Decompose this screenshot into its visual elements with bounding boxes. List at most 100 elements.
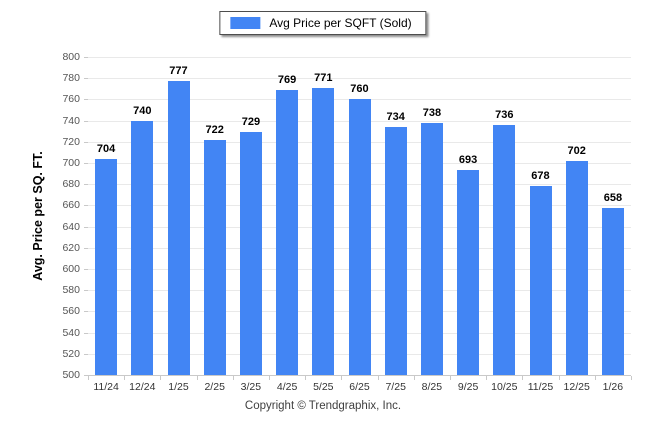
y-tick-label: 560 <box>62 305 80 318</box>
x-tick-label: 2/25 <box>204 381 225 393</box>
bar <box>239 132 262 375</box>
y-tick-label: 780 <box>62 72 80 85</box>
bar <box>348 99 371 375</box>
y-axis-tick-mark <box>84 57 88 58</box>
x-axis-tick-mark <box>305 376 307 380</box>
y-axis-title: Avg. Price per SQ. FT. <box>31 151 45 281</box>
x-axis-tick-mark <box>160 376 162 380</box>
bar <box>203 139 226 375</box>
bar-value-label: 760 <box>350 83 369 96</box>
bar-value-label: 658 <box>603 191 623 204</box>
bar-value-label: 769 <box>277 73 297 86</box>
y-axis-tick-mark <box>84 163 88 164</box>
x-axis-tick-mark <box>196 376 198 380</box>
y-axis-tick-mark <box>84 226 88 228</box>
x-axis-tick-mark <box>413 376 415 380</box>
x-tick-label: 10/25 <box>491 381 518 393</box>
y-tick-label: 520 <box>62 347 80 360</box>
y-tick-label: 800 <box>62 51 80 63</box>
x-axis-tick-mark <box>269 376 270 380</box>
legend-swatch <box>230 17 261 29</box>
x-axis-tick-mark <box>486 376 488 380</box>
x-axis-tick-mark <box>377 376 379 380</box>
y-axis-tick-mark <box>84 311 88 313</box>
y-axis-tick-mark <box>84 247 88 249</box>
bar-value-label: 678 <box>531 170 550 183</box>
x-axis-tick-mark <box>88 376 89 380</box>
x-tick-label: 3/25 <box>240 381 262 393</box>
bar <box>601 207 624 375</box>
y-tick-label: 720 <box>62 135 80 148</box>
bar <box>95 158 118 375</box>
bar <box>457 170 480 375</box>
bar <box>276 89 299 375</box>
bar-value-label: 738 <box>422 106 442 119</box>
y-axis-tick-mark <box>84 353 88 355</box>
y-tick-label: 660 <box>62 199 80 212</box>
x-tick-label: 8/25 <box>421 381 443 393</box>
x-axis-tick-mark <box>341 376 343 380</box>
bar-value-label: 704 <box>96 142 116 155</box>
y-axis-tick-mark <box>84 332 88 334</box>
bar <box>384 126 407 375</box>
x-axis-tick-mark <box>631 376 632 380</box>
x-tick-label: 1/25 <box>168 381 189 393</box>
y-tick-label: 740 <box>62 114 80 127</box>
x-axis-tick-mark <box>450 376 451 380</box>
x-axis-tick-mark <box>232 376 234 380</box>
bar <box>493 124 516 375</box>
x-tick-label: 1/26 <box>602 381 624 393</box>
legend: Avg Price per SQFT (Sold) <box>219 11 427 35</box>
bar-value-label: 734 <box>386 110 405 123</box>
bar-value-label: 736 <box>495 108 514 121</box>
bar-value-label: 771 <box>314 71 333 84</box>
x-tick-label: 5/25 <box>313 381 334 393</box>
y-tick-label: 600 <box>62 263 80 275</box>
y-tick-label: 500 <box>62 369 80 381</box>
y-axis-tick-mark <box>84 205 88 207</box>
x-axis-tick-mark <box>594 376 596 380</box>
y-tick-label: 680 <box>62 178 80 191</box>
y-tick-label: 540 <box>62 326 80 339</box>
bar <box>565 160 588 375</box>
y-tick-label: 700 <box>62 157 80 169</box>
bar <box>312 87 335 375</box>
y-axis-tick-mark <box>84 141 88 143</box>
bar <box>529 186 552 375</box>
y-axis-tick-mark <box>84 375 88 376</box>
bar-value-label: 702 <box>567 144 586 157</box>
bar-value-label: 722 <box>205 123 224 136</box>
y-axis-tick-mark <box>84 184 88 186</box>
plot-area: 704 740 777 722 729 769 771 760 734 738 693 736 678 7… <box>88 57 631 376</box>
gridline <box>88 78 631 80</box>
y-axis-tick-mark <box>84 120 88 122</box>
copyright-text: Copyright © Trendgraphix, Inc. <box>244 400 402 412</box>
x-tick-label: 12/24 <box>129 381 156 393</box>
bar-value-label: 693 <box>458 154 478 167</box>
y-tick-label: 620 <box>62 241 80 254</box>
x-tick-label: 12/25 <box>563 381 590 393</box>
x-axis-tick-mark <box>124 376 126 380</box>
bar <box>420 122 443 375</box>
x-tick-label: 9/25 <box>457 381 479 393</box>
y-axis-tick-mark <box>84 290 88 292</box>
y-tick-label: 580 <box>62 284 80 297</box>
x-tick-label: 11/24 <box>93 381 119 393</box>
bar-value-label: 740 <box>133 104 152 117</box>
bar-value-label: 777 <box>169 65 188 78</box>
x-tick-label: 7/25 <box>385 381 406 393</box>
legend-label: Avg Price per SQFT (Sold) <box>269 16 412 30</box>
y-tick-label: 760 <box>62 93 80 106</box>
bar-value-label: 729 <box>241 116 261 129</box>
gridline <box>88 57 631 58</box>
x-tick-label: 4/25 <box>276 381 298 393</box>
bar <box>167 81 190 375</box>
x-axis-tick-mark <box>558 376 560 380</box>
x-axis-tick-mark <box>522 376 524 380</box>
y-axis-tick-mark <box>84 78 88 80</box>
x-tick-label: 11/25 <box>527 381 554 393</box>
y-axis-tick-mark <box>84 269 88 270</box>
x-tick-label: 6/25 <box>349 381 370 393</box>
y-axis-tick-mark <box>84 99 88 101</box>
